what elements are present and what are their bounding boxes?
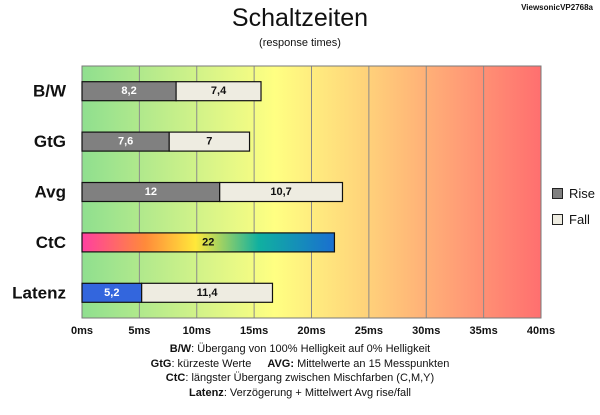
bar-label-latency: 5,2 — [104, 287, 119, 299]
note-latenz: Latenz: Verzögerung + Mittelwert Avg ris… — [188, 386, 412, 399]
chart-title: Schaltzeiten — [231, 4, 369, 32]
x-tick-label: 25ms — [355, 325, 383, 337]
bar-label-ctc: 22 — [202, 236, 214, 248]
bar-fall — [175, 81, 262, 102]
legend-item-fall: Fall — [552, 206, 595, 232]
legend-label-fall: Fall — [569, 211, 590, 227]
x-tick-label: 40ms — [527, 325, 555, 337]
note-gtg-avg: GtG: kürzeste Werte AVG: Mittelwerte an 1… — [150, 357, 450, 370]
bar-label-rise: 7,6 — [118, 136, 133, 148]
bar-fall — [219, 181, 344, 203]
x-tick-label: 20ms — [297, 325, 325, 337]
bar-fall — [141, 282, 274, 303]
legend-item-rise: Rise — [552, 180, 595, 206]
y-category-label: GtG — [34, 132, 66, 151]
legend-swatch-rise — [552, 187, 563, 199]
x-tick-label: 10ms — [183, 325, 211, 337]
bar-label-fall: 7 — [206, 136, 212, 148]
x-tick-label: 15ms — [240, 325, 268, 337]
y-category-label: B/W — [33, 82, 67, 101]
x-tick-label: 30ms — [412, 325, 440, 337]
chart-subtitle: (response times) — [259, 37, 341, 49]
bar-label-fall: 10,7 — [270, 186, 291, 198]
x-tick-label: 0ms — [71, 325, 93, 337]
bar-fall — [168, 131, 251, 152]
note-ctc: CtC: längster Übergang zwischen Mischfar… — [165, 372, 435, 384]
y-category-label: CtC — [36, 233, 66, 252]
y-category-label: Latenz — [12, 283, 66, 302]
x-tick-label: 35ms — [470, 325, 498, 337]
bar-label-rise: 12 — [145, 186, 157, 198]
chart-legend: Rise Fall — [552, 180, 595, 232]
bar-ctc — [81, 232, 336, 253]
footnotes: B/W: Übergang von 100% Helligkeit auf 0%… — [0, 342, 600, 400]
legend-swatch-fall — [552, 213, 563, 225]
x-tick-label: 5ms — [128, 325, 150, 337]
legend-label-rise: Rise — [569, 185, 596, 201]
bar-label-fall: 11,4 — [197, 287, 219, 299]
bar-label-rise: 8,2 — [121, 85, 136, 97]
monitor-model-label: ViewsonicVP2768a — [521, 3, 593, 12]
note-bw: B/W: Übergang von 100% Helligkeit auf 0%… — [169, 343, 431, 355]
y-category-label: Avg — [35, 183, 67, 202]
bar-label-fall: 7,4 — [211, 85, 227, 97]
